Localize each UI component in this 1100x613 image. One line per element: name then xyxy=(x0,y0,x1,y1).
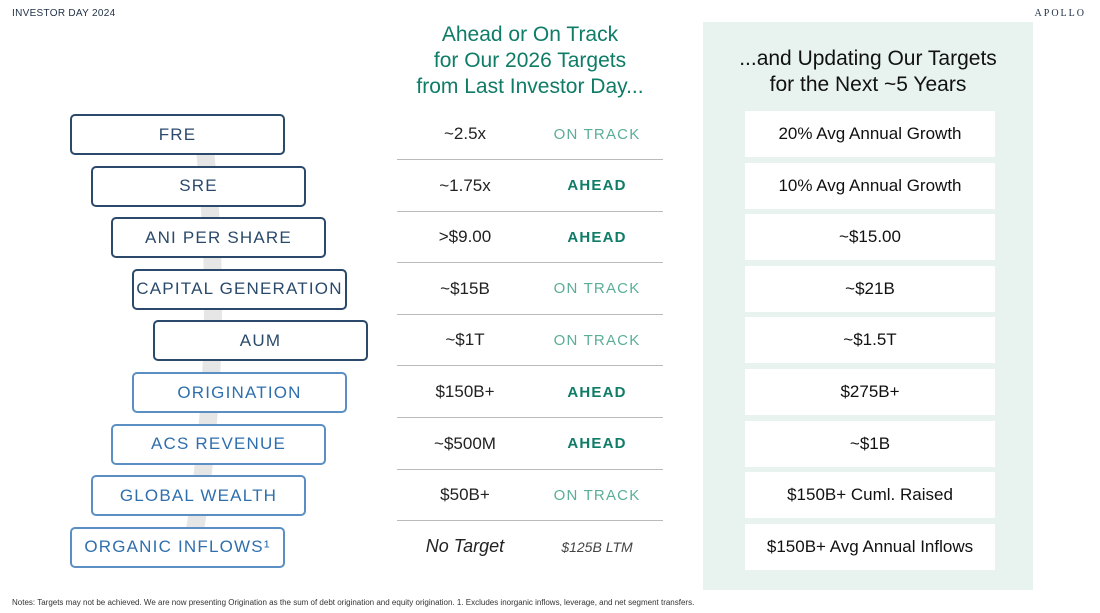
metric-label: ANI PER SHARE xyxy=(111,217,326,259)
separator xyxy=(397,468,663,470)
title-line: ...and Updating Our Targets xyxy=(739,47,997,70)
title-line: Ahead or On Track xyxy=(441,23,619,46)
status: ON TRACK xyxy=(553,486,641,504)
header-right: APOLLO xyxy=(1034,8,1086,19)
title-line: from Last Investor Day... xyxy=(416,75,644,98)
separator xyxy=(397,159,663,160)
old-target: >$9.00 xyxy=(438,227,492,247)
separator xyxy=(397,210,663,212)
middle-title: Ahead or On Track for Our 2026 Targets f… xyxy=(380,22,680,100)
old-target: ~$500M xyxy=(434,433,496,453)
separator xyxy=(397,313,663,315)
new-target: 20% Avg Annual Growth xyxy=(745,111,995,157)
metric-label: CAPITAL GENERATION xyxy=(132,268,347,310)
new-target: ~$1.5T xyxy=(745,317,995,364)
metric-label: ORGANIC INFLOWS¹ xyxy=(70,526,285,568)
status: AHEAD xyxy=(567,228,627,246)
metric-label: ACS REVENUE xyxy=(111,423,326,465)
status: $125B LTM xyxy=(561,538,633,555)
title-line: for the Next ~5 Years xyxy=(769,73,967,96)
metric-label: GLOBAL WEALTH xyxy=(91,475,306,517)
status: AHEAD xyxy=(567,177,627,195)
notes: Notes: Targets may not be achieved. We a… xyxy=(12,598,695,607)
title-line: for Our 2026 Targets xyxy=(433,49,627,72)
new-target: $150B+ Avg Annual Inflows xyxy=(745,523,995,570)
separator xyxy=(397,262,663,264)
old-target: $50B+ xyxy=(440,485,490,505)
metric-label: ORIGINATION xyxy=(132,372,347,413)
new-target: 10% Avg Annual Growth xyxy=(745,162,995,209)
old-target: No Target xyxy=(425,536,505,557)
status: AHEAD xyxy=(567,435,627,453)
metric-label: AUM xyxy=(153,320,368,362)
new-target: $150B+ Cuml. Raised xyxy=(745,472,995,519)
new-target: ~$15.00 xyxy=(745,214,995,261)
old-target: ~$15B xyxy=(440,278,490,298)
old-target: $150B+ xyxy=(435,382,495,401)
new-target: ~$1B xyxy=(745,420,995,467)
right-title: ...and Updating Our Targets for the Next… xyxy=(703,46,1033,98)
separator xyxy=(397,520,663,522)
status: AHEAD xyxy=(567,383,627,401)
separator xyxy=(397,365,663,367)
separator xyxy=(397,417,663,418)
new-target: ~$21B xyxy=(745,265,995,312)
metric-label: SRE xyxy=(91,165,306,207)
status: ON TRACK xyxy=(553,125,641,143)
old-target: ~2.5x xyxy=(443,124,487,143)
old-target: ~$1T xyxy=(445,330,485,350)
metric-label: FRE xyxy=(70,114,285,155)
status: ON TRACK xyxy=(553,331,641,349)
new-target: $275B+ xyxy=(745,369,995,415)
status: ON TRACK xyxy=(553,280,641,298)
old-target: ~1.75x xyxy=(439,175,491,195)
header-left: INVESTOR DAY 2024 xyxy=(12,8,116,19)
